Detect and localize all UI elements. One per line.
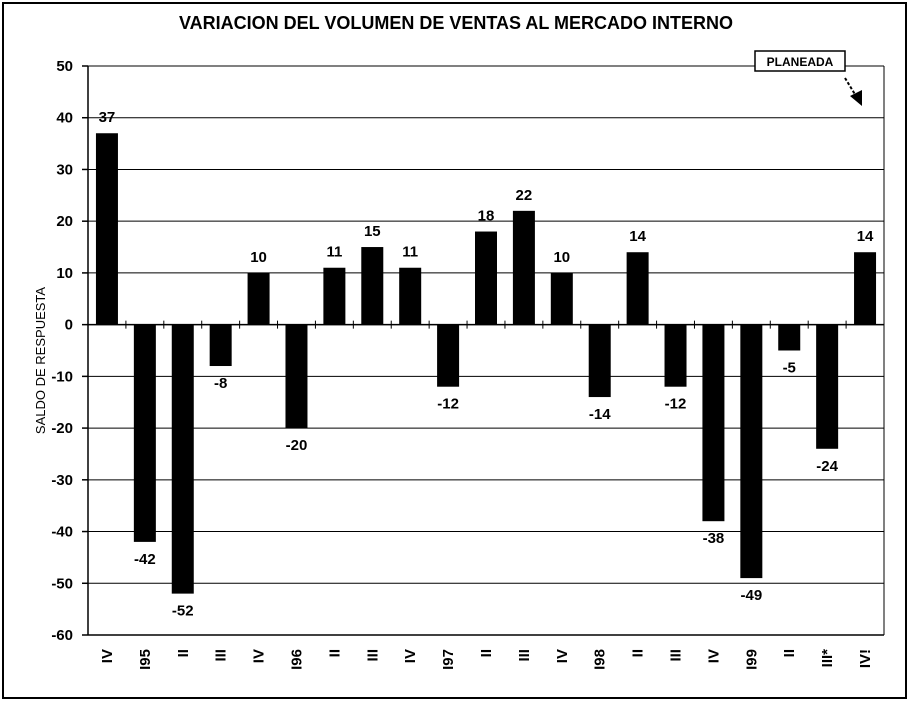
data-label: -12: [437, 396, 459, 413]
data-label: 14: [857, 228, 874, 245]
x-tick-label: I99: [743, 649, 760, 670]
data-labels: 37 -42 -52 -8 10 -20 11 15 11 -12 18 22 10 -14 14 -12 -3…: [99, 109, 874, 619]
bar: [740, 324, 763, 579]
data-label: 22: [516, 187, 533, 204]
bar: [437, 324, 460, 387]
data-label: -38: [703, 530, 725, 547]
bar: [95, 133, 118, 325]
x-tick-label: II: [630, 649, 647, 657]
data-label: -8: [214, 375, 227, 392]
x-tick-label: III*: [819, 649, 836, 668]
bar: [626, 252, 649, 325]
y-tick-label: 30: [56, 161, 73, 178]
y-tick-label: -50: [51, 575, 73, 592]
data-label: 15: [364, 223, 381, 240]
bars: [95, 133, 877, 594]
bar: [323, 267, 346, 325]
bar: [854, 252, 877, 325]
data-label: 10: [553, 249, 570, 266]
y-tick-label: 40: [56, 110, 73, 127]
y-tick-label: 50: [56, 58, 73, 75]
bar: [778, 324, 801, 351]
y-tick-label: -30: [51, 472, 73, 489]
arrow-head-icon: [850, 90, 862, 106]
y-tick-label: 0: [65, 317, 73, 334]
data-label: 11: [402, 244, 418, 261]
x-tick-label: I98: [592, 649, 609, 670]
x-tick-label: III: [516, 649, 533, 662]
data-label: -52: [172, 603, 194, 620]
x-tick-label: I95: [137, 649, 154, 670]
x-tick-label: III: [213, 649, 230, 662]
y-tick-label: 10: [56, 265, 73, 282]
y-tick-label: -10: [51, 368, 73, 385]
data-label: -5: [783, 360, 796, 377]
bar: [133, 324, 156, 542]
bar: [209, 324, 232, 367]
data-label: 10: [250, 249, 267, 266]
bar: [399, 267, 422, 325]
x-tick-label: II: [175, 649, 192, 657]
data-label: -14: [589, 406, 611, 423]
x-tick-label: III: [668, 649, 685, 662]
data-label: 14: [629, 228, 646, 245]
annotation-arrow: [844, 77, 857, 97]
y-tick-label: -40: [51, 524, 73, 541]
data-label: 11: [326, 244, 342, 261]
bar: [475, 231, 497, 325]
y-tick-label: -60: [51, 627, 73, 644]
bar: [550, 272, 573, 325]
data-label: -24: [816, 458, 838, 475]
annotation-text: PLANEADA: [767, 55, 834, 69]
bar: [361, 247, 384, 325]
data-label: -49: [740, 587, 762, 604]
bar: [171, 324, 194, 594]
data-label: 37: [99, 109, 116, 126]
bar: [816, 324, 839, 449]
bar: [664, 324, 687, 387]
data-label: -42: [134, 551, 156, 568]
x-tick-label: I96: [288, 649, 305, 670]
bar: [512, 210, 535, 325]
bar: [702, 324, 725, 522]
axes: [82, 65, 885, 636]
y-tick-label: 20: [56, 213, 73, 230]
annotation-box: [754, 50, 846, 72]
planeada-annotation: PLANEADA: [754, 50, 862, 106]
x-tick-label: II: [781, 649, 798, 657]
x-tick-label: IV: [402, 649, 419, 663]
y-axis-label: SALDO DE RESPUESTA: [33, 287, 48, 434]
data-label: 18: [478, 208, 495, 225]
x-tick-label: IV!: [857, 649, 874, 668]
x-tick-label: IV: [99, 649, 116, 663]
x-tick-label: III: [364, 649, 381, 662]
x-tick-label: IV: [554, 649, 571, 663]
bar: [285, 324, 308, 429]
x-tick-label: II: [478, 649, 495, 657]
chart-title: VARIACION DEL VOLUMEN DE VENTAS AL MERCA…: [179, 13, 733, 33]
y-tick-label: -20: [51, 420, 73, 437]
bar: [247, 272, 270, 325]
data-label: -12: [665, 396, 687, 413]
x-tick-label: II: [326, 649, 343, 657]
x-tick-label: IV: [251, 649, 268, 663]
data-label: -20: [286, 437, 308, 454]
x-tick-label: I97: [440, 649, 457, 670]
bar: [588, 324, 611, 398]
x-tick-label: IV: [705, 649, 722, 663]
